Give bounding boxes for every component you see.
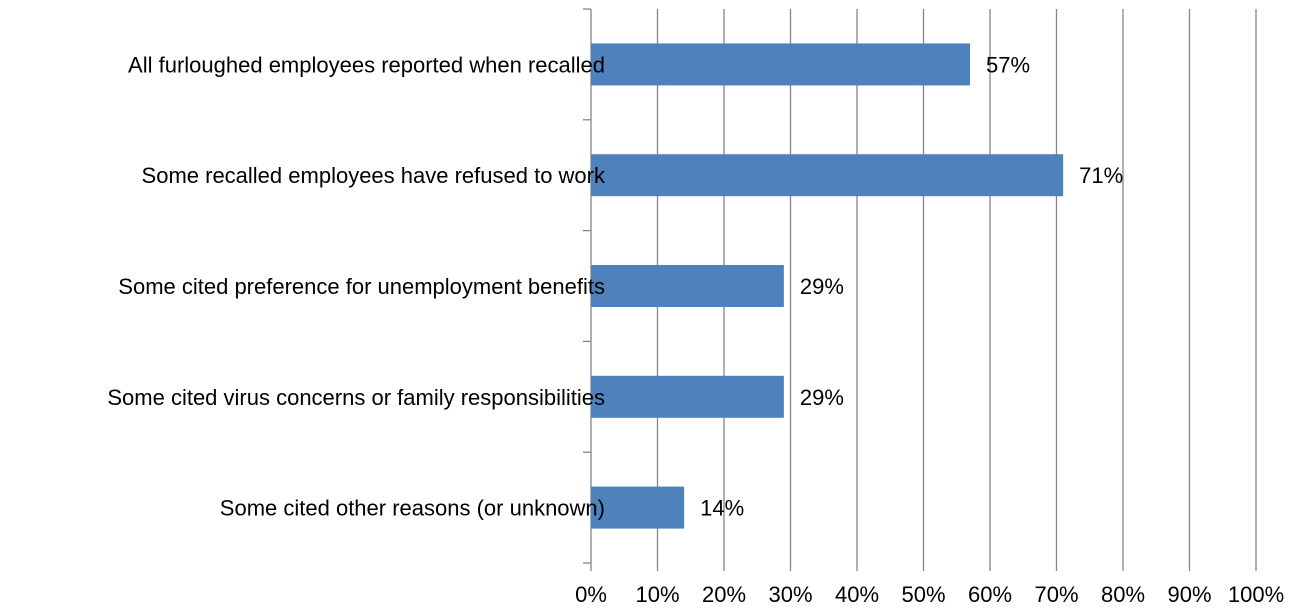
category-label: Some cited other reasons (or unknown) <box>220 496 605 521</box>
tick-label: 10% <box>635 582 679 607</box>
category-label: All furloughed employees reported when r… <box>128 52 605 77</box>
tick-label: 40% <box>835 582 879 607</box>
bar <box>591 43 970 85</box>
bar <box>591 154 1063 196</box>
tick-label: 80% <box>1101 582 1145 607</box>
tick-label: 0% <box>575 582 607 607</box>
bar <box>591 265 784 307</box>
category-label: Some cited virus concerns or family resp… <box>107 385 605 410</box>
category-label: Some cited preference for unemployment b… <box>118 274 605 299</box>
data-label: 29% <box>800 385 844 410</box>
data-label: 29% <box>800 274 844 299</box>
data-label: 71% <box>1079 163 1123 188</box>
data-label: 14% <box>700 496 744 521</box>
tick-labels: 0% 10% 20% 30% 40% 50% 60% 70% 80% 90% 100% <box>575 582 1284 607</box>
data-label: 57% <box>986 52 1030 77</box>
tick-label: 20% <box>702 582 746 607</box>
tick-label: 50% <box>901 582 945 607</box>
tick-label: 60% <box>968 582 1012 607</box>
tick-label: 70% <box>1034 582 1078 607</box>
tick-label: 100% <box>1228 582 1284 607</box>
bar <box>591 376 784 418</box>
category-labels: All furloughed employees reported when r… <box>107 52 606 520</box>
category-label: Some recalled employees have refused to … <box>142 163 606 188</box>
tick-label: 90% <box>1167 582 1211 607</box>
tick-label: 30% <box>768 582 812 607</box>
